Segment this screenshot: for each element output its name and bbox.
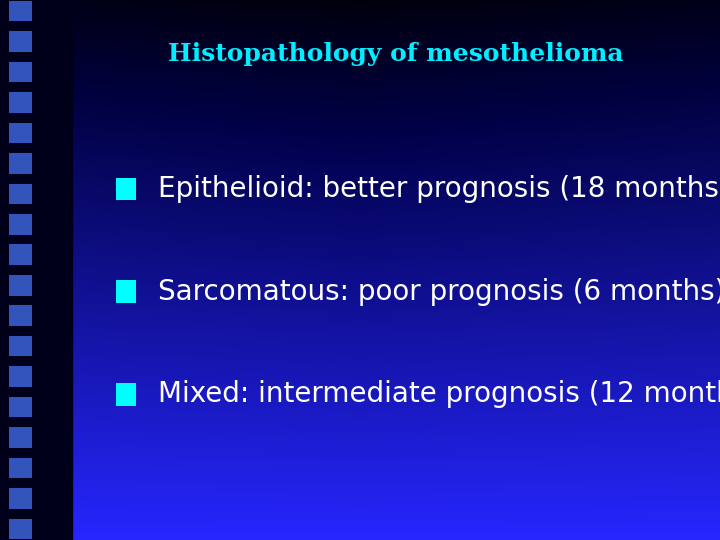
- Bar: [9, 306, 32, 326]
- Bar: [9, 367, 32, 387]
- Bar: [9, 489, 32, 509]
- Bar: [9, 62, 32, 82]
- Text: Sarcomatous: poor prognosis (6 months): Sarcomatous: poor prognosis (6 months): [158, 278, 720, 306]
- Bar: [9, 92, 32, 112]
- Bar: [116, 178, 136, 200]
- Bar: [9, 275, 32, 295]
- Bar: [9, 1, 32, 21]
- Bar: [0, 0, 72, 540]
- Text: Histopathology of mesothelioma: Histopathology of mesothelioma: [168, 42, 624, 66]
- Bar: [9, 184, 32, 204]
- Bar: [9, 214, 32, 234]
- Text: Mixed: intermediate prognosis (12 months): Mixed: intermediate prognosis (12 months…: [158, 380, 720, 408]
- Text: Epithelioid: better prognosis (18 months): Epithelioid: better prognosis (18 months…: [158, 175, 720, 203]
- Bar: [116, 383, 136, 406]
- Bar: [9, 123, 32, 143]
- Bar: [9, 336, 32, 356]
- Bar: [9, 153, 32, 173]
- Bar: [116, 280, 136, 303]
- Bar: [9, 31, 32, 51]
- Bar: [9, 519, 32, 539]
- Bar: [9, 458, 32, 478]
- Bar: [9, 245, 32, 265]
- Bar: [9, 397, 32, 417]
- Bar: [9, 428, 32, 448]
